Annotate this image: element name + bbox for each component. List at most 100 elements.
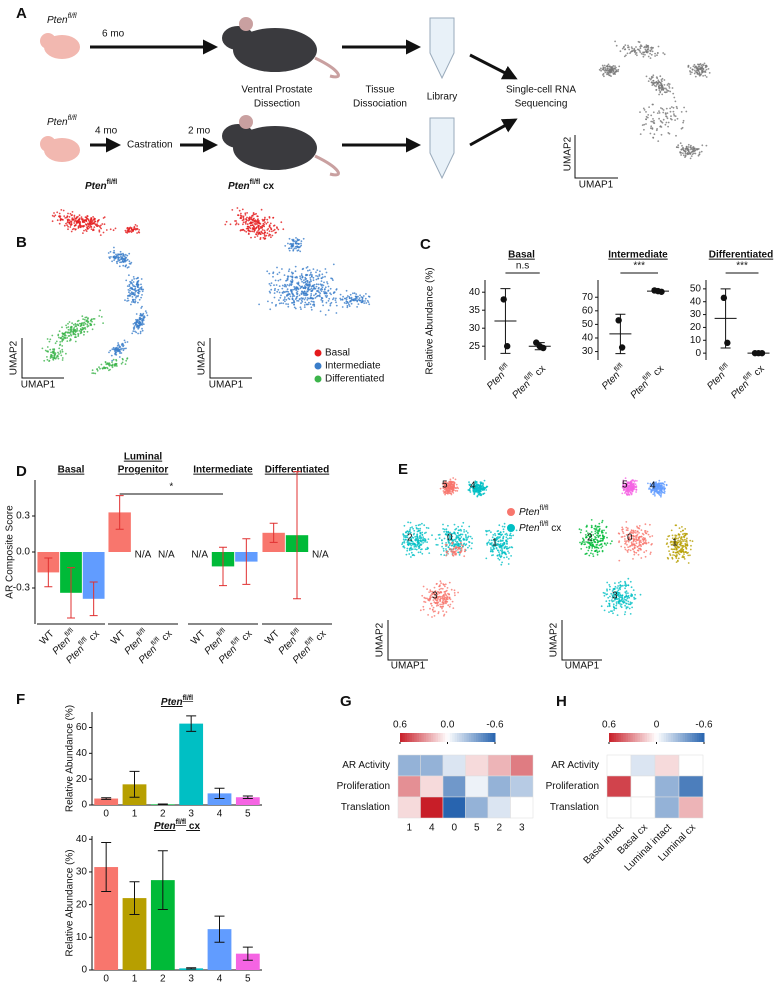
- umap-point: [123, 259, 125, 261]
- umap-point: [605, 594, 607, 596]
- umap-point: [99, 310, 101, 312]
- umap-point: [309, 274, 311, 276]
- umap-point: [618, 560, 620, 562]
- umap-point: [279, 292, 281, 294]
- umap-point: [317, 295, 319, 297]
- umap-point: [82, 324, 84, 326]
- umap-point: [137, 281, 139, 283]
- umap-point: [632, 532, 634, 534]
- umap-point: [133, 228, 135, 230]
- umap-point: [645, 111, 647, 113]
- umap-point: [106, 229, 108, 231]
- umap-point: [406, 548, 408, 550]
- umap-point: [684, 528, 686, 530]
- umap-point: [625, 603, 627, 605]
- umap-point: [142, 330, 144, 332]
- heat-cell: [511, 797, 534, 818]
- y-tick-label: -0.3: [13, 583, 31, 594]
- umap-point: [414, 536, 416, 538]
- colorbar-label: 0.6: [602, 720, 616, 731]
- label: Library: [427, 92, 458, 103]
- umap-point: [501, 551, 503, 553]
- umap-point: [77, 325, 79, 327]
- umap-point: [601, 531, 603, 533]
- umap-point: [619, 600, 621, 602]
- umap-point: [308, 302, 310, 304]
- umap-point: [121, 363, 123, 365]
- umap-point: [245, 231, 247, 233]
- umap-point: [629, 485, 631, 487]
- umap-point: [128, 274, 130, 276]
- y-tick-label: 30: [469, 323, 481, 334]
- umap-point: [119, 265, 121, 267]
- umap-point: [311, 286, 313, 288]
- umap-point: [301, 292, 303, 294]
- umap-point: [266, 219, 268, 221]
- umap-point: [486, 534, 488, 536]
- umap-point: [83, 331, 85, 333]
- umap-point: [326, 272, 328, 274]
- umap-point: [287, 275, 289, 277]
- label-part: Pten: [729, 378, 752, 401]
- umap-point: [355, 293, 357, 295]
- umap-point: [287, 243, 289, 245]
- umap-point: [708, 68, 710, 70]
- umap-axes: [562, 620, 602, 660]
- umap-point: [642, 124, 644, 126]
- umap-point: [113, 252, 115, 254]
- umap-point: [298, 282, 300, 284]
- umap-point: [501, 534, 503, 536]
- umap-point: [607, 606, 609, 608]
- umap-point: [689, 554, 691, 556]
- umap-point: [667, 112, 669, 114]
- row-label: Translation: [341, 802, 390, 813]
- umap-point: [497, 530, 499, 532]
- umap-point: [650, 121, 652, 123]
- umap-point: [665, 115, 667, 117]
- umap-point: [237, 214, 239, 216]
- umap-point: [657, 492, 659, 494]
- umap-point: [359, 297, 361, 299]
- umap-point: [306, 294, 308, 296]
- label-part: Pten: [705, 369, 728, 392]
- umap-point: [269, 217, 271, 219]
- umap-point: [604, 595, 606, 597]
- umap-point: [134, 327, 136, 329]
- umap-point: [458, 547, 460, 549]
- umap-point: [124, 342, 126, 344]
- umap-point: [598, 547, 600, 549]
- umap-point: [609, 600, 611, 602]
- annotation: *: [169, 482, 173, 493]
- umap-point: [664, 84, 666, 86]
- umap-point: [504, 542, 506, 544]
- label-part: fl/fl: [183, 695, 194, 702]
- umap-point: [648, 80, 650, 82]
- umap-point: [658, 118, 660, 120]
- umap-point: [630, 581, 632, 583]
- umap-point: [645, 123, 647, 125]
- umap-point: [356, 297, 358, 299]
- umap-point: [653, 120, 655, 122]
- umap-point: [356, 306, 358, 308]
- umap-point: [609, 596, 611, 598]
- cluster-label: 3: [432, 591, 438, 602]
- cluster-label: 1: [492, 538, 498, 549]
- umap-point: [349, 305, 351, 307]
- umap-point: [646, 533, 648, 535]
- umap-point: [78, 226, 80, 228]
- umap-point: [423, 609, 425, 611]
- umap-point: [72, 219, 74, 221]
- umap-point: [499, 553, 501, 555]
- umap-point: [264, 230, 266, 232]
- y-tick-label: 0.3: [16, 511, 30, 522]
- umap-point: [649, 524, 651, 526]
- umap-point: [635, 53, 637, 55]
- umap-point: [447, 587, 449, 589]
- umap-point: [636, 539, 638, 541]
- umap-point: [138, 229, 140, 231]
- umap-point: [336, 305, 338, 307]
- umap-point: [643, 551, 645, 553]
- umap-point: [354, 292, 356, 294]
- umap-point: [139, 299, 141, 301]
- umap-point: [685, 541, 687, 543]
